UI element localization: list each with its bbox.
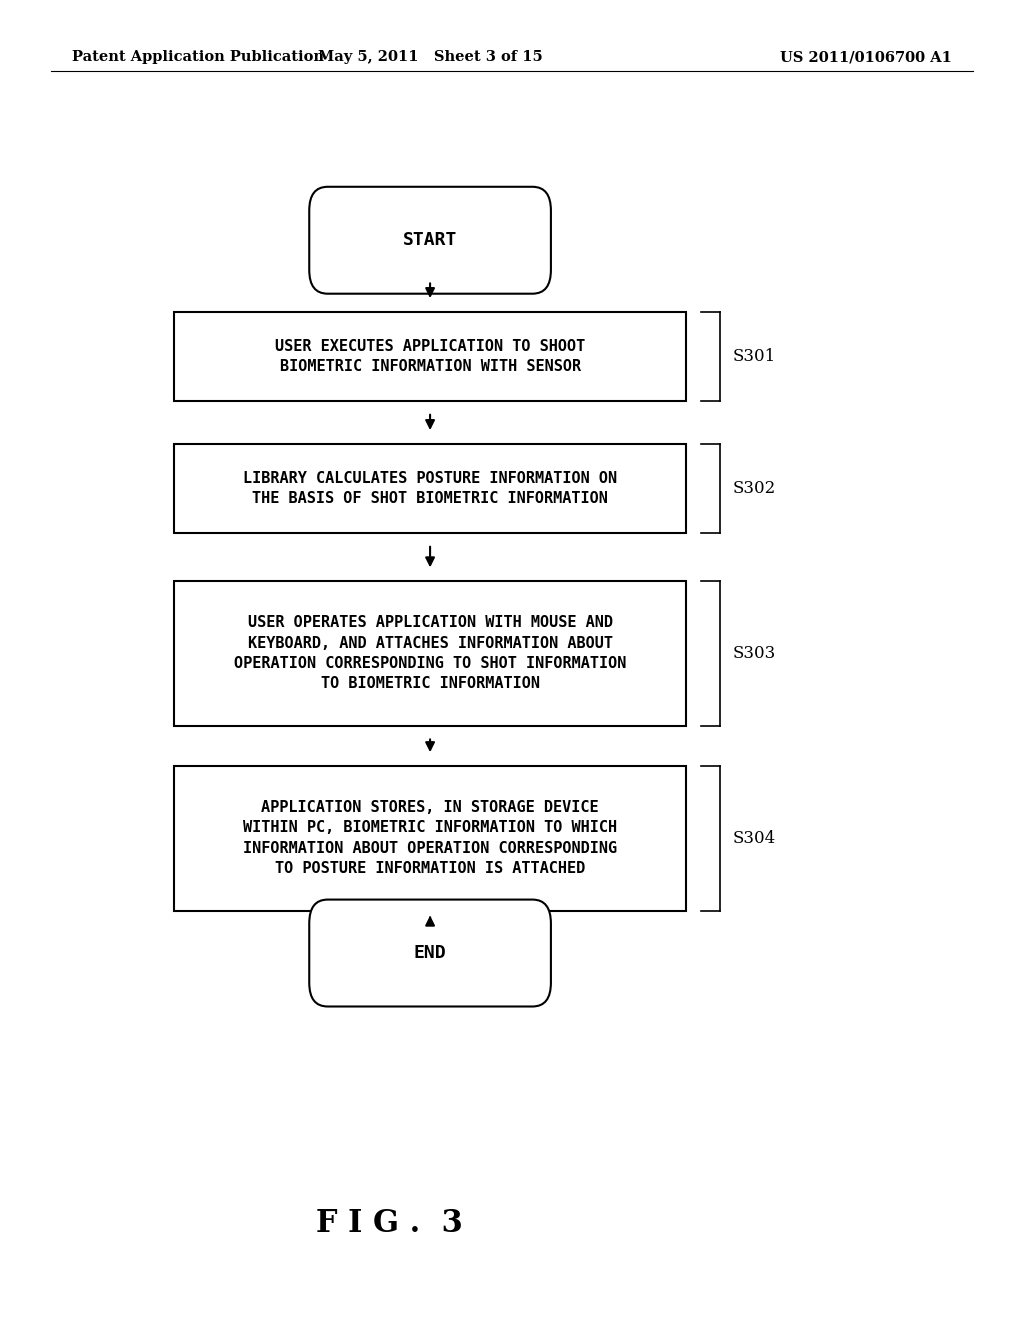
- Text: END: END: [414, 944, 446, 962]
- Bar: [174, 312, 686, 401]
- Text: May 5, 2011   Sheet 3 of 15: May 5, 2011 Sheet 3 of 15: [317, 50, 543, 65]
- Bar: [174, 581, 686, 726]
- Text: LIBRARY CALCULATES POSTURE INFORMATION ON
THE BASIS OF SHOT BIOMETRIC INFORMATIO: LIBRARY CALCULATES POSTURE INFORMATION O…: [243, 471, 617, 506]
- Text: S303: S303: [732, 645, 775, 661]
- FancyBboxPatch shape: [309, 187, 551, 294]
- Bar: [174, 444, 686, 533]
- Text: Patent Application Publication: Patent Application Publication: [72, 50, 324, 65]
- Text: START: START: [402, 231, 458, 249]
- Bar: [174, 766, 686, 911]
- Text: USER OPERATES APPLICATION WITH MOUSE AND
KEYBOARD, AND ATTACHES INFORMATION ABOU: USER OPERATES APPLICATION WITH MOUSE AND…: [233, 615, 627, 692]
- Text: S301: S301: [732, 348, 775, 364]
- Text: APPLICATION STORES, IN STORAGE DEVICE
WITHIN PC, BIOMETRIC INFORMATION TO WHICH
: APPLICATION STORES, IN STORAGE DEVICE WI…: [243, 800, 617, 876]
- Text: F I G .  3: F I G . 3: [315, 1208, 463, 1239]
- FancyBboxPatch shape: [309, 900, 551, 1006]
- Text: S304: S304: [732, 830, 775, 846]
- Text: S302: S302: [732, 480, 775, 496]
- Text: USER EXECUTES APPLICATION TO SHOOT
BIOMETRIC INFORMATION WITH SENSOR: USER EXECUTES APPLICATION TO SHOOT BIOME…: [275, 339, 585, 374]
- Text: US 2011/0106700 A1: US 2011/0106700 A1: [780, 50, 952, 65]
